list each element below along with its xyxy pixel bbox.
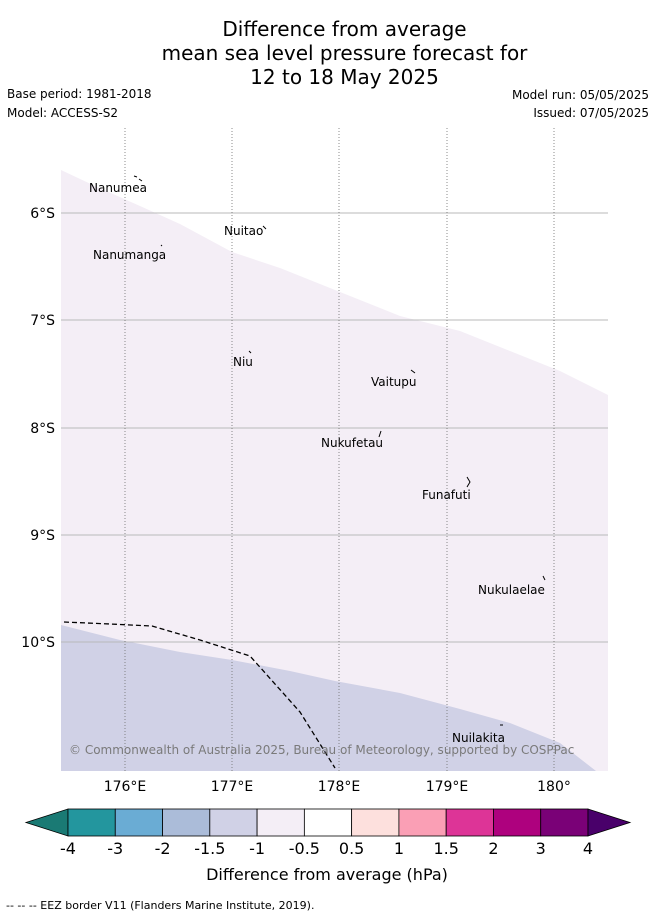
map-credit: © Commonwealth of Australia 2025, Bureau… [69,743,574,757]
place-label-nukulaelae: Nukulaelae [478,583,545,597]
colorbar-segment [351,808,400,837]
eez-legend-footer: -- -- -- EEZ border V11 (Flanders Marine… [6,899,315,912]
colorbar-tick-label: -3 [107,839,123,858]
colorbar-tick-label: 3 [536,839,546,858]
colorbar-segment [162,808,211,837]
colorbar-tick-label: 4 [583,839,593,858]
colorbar-segment [303,808,353,837]
colorbar-tick-label: -1 [249,839,265,858]
place-label-nuilakita: Nuilakita [452,731,505,745]
lon-label-178e: 178°E [318,779,361,795]
colorbar-segment [256,808,305,837]
place-label-nanumea: Nanumea [89,181,147,195]
colorbar-tick-label: -2 [155,839,171,858]
lon-label-180: 180° [537,779,571,795]
colorbar-tick-label: -0.5 [289,839,320,858]
base-period: Base period: 1981-2018 [7,87,152,101]
island-marks [133,175,546,726]
colorbar: -4 -3 -2 -1.5 -1 -0.5 0.5 1 1.5 2 3 4 [24,808,632,858]
place-label-funafuti: Funafuti [422,488,471,502]
place-label-nuitao: Nuitao [224,224,263,238]
place-label-nanumanga: Nanumanga [93,248,166,262]
colorbar-segment [540,808,589,837]
colorbar-segment [67,808,116,837]
place-label-nukufetau: Nukufetau [321,436,383,450]
lon-label-179e: 179°E [426,779,469,795]
colorbar-tick-label: -1.5 [194,839,225,858]
colorbar-arrow-left [24,808,69,837]
colorbar-tick-label: -4 [60,839,76,858]
longitude-gridlines [124,128,555,771]
lon-label-176e: 176°E [104,779,147,795]
latitude-gridlines [61,212,608,643]
lat-label-10s: 10°S [21,635,55,651]
colorbar-label: Difference from average (hPa) [206,865,448,884]
eez-border [63,621,336,769]
model-run: Model run: 05/05/2025 [511,88,649,102]
colorbar-tick-label: 1 [394,839,404,858]
lat-label-6s: 6°S [30,206,55,222]
title-line-3: 12 to 18 May 2025 [250,65,439,89]
colorbar-segment [445,808,494,837]
colorbar-tick-label: 2 [488,839,498,858]
colorbar-arrow-right [587,808,632,837]
place-label-niu: Niu [233,355,253,369]
place-label-vaitupu: Vaitupu [371,375,417,389]
colorbar-segment [114,808,163,837]
title-line-1: Difference from average [222,17,467,41]
colorbar-segment [493,808,542,837]
lat-label-8s: 8°S [30,421,55,437]
colorbar-tick-label: 0.5 [339,839,364,858]
lon-label-177e: 177°E [211,779,254,795]
model-name: Model: ACCESS-S2 [7,106,119,120]
issued-date: Issued: 07/05/2025 [533,106,649,120]
colorbar-segment [398,808,447,837]
lat-label-7s: 7°S [30,313,55,329]
colorbar-tick-label: 1.5 [433,839,458,858]
anomaly-band-blue [61,625,596,771]
title-line-2: mean sea level pressure forecast for [161,41,528,65]
colorbar-segment [209,808,258,837]
lat-label-9s: 9°S [30,528,55,544]
